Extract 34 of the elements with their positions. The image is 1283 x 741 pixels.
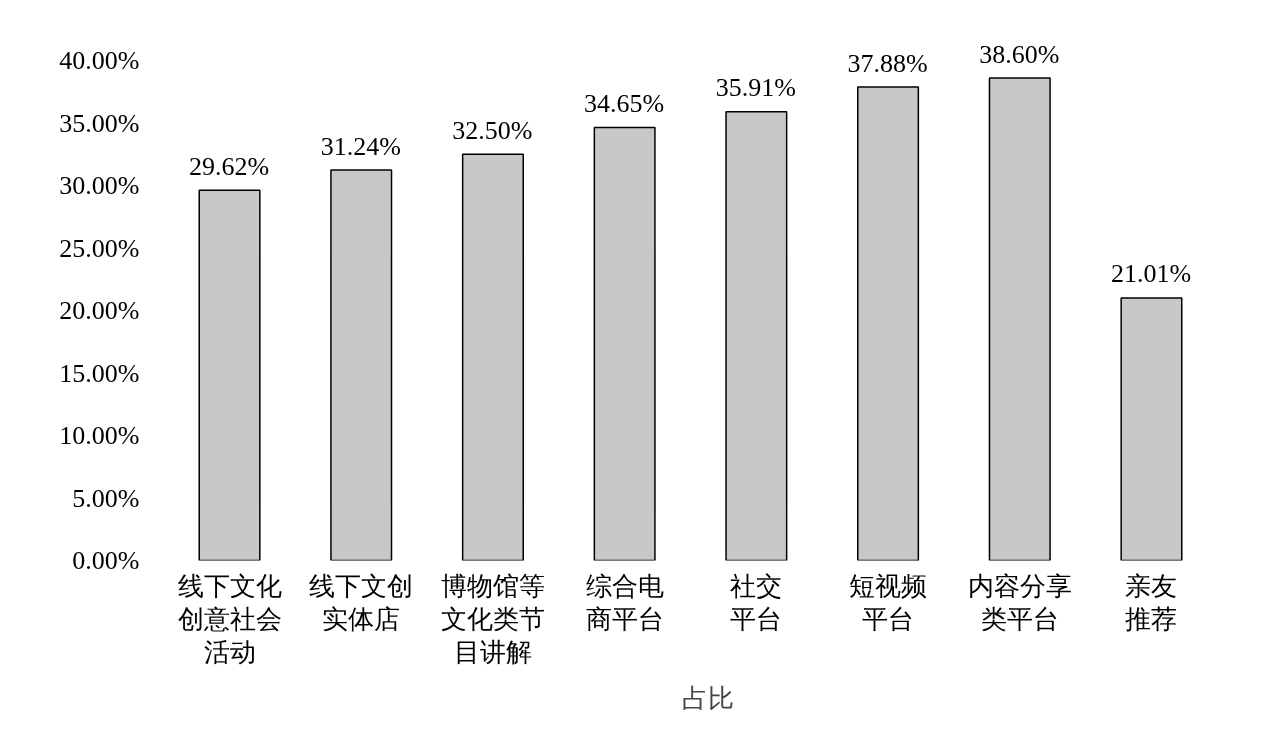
x-tick-label: 博物馆等文化类节目讲解 [440, 571, 545, 668]
y-tick-label: 15.00% [59, 358, 140, 388]
bar [988, 77, 1051, 561]
bar [330, 169, 393, 561]
data-label: 34.65% [584, 88, 665, 119]
bar [198, 189, 261, 561]
y-tick-label: 40.00% [59, 46, 140, 75]
y-tick-label: 5.00% [72, 483, 140, 513]
bar [461, 153, 524, 561]
bar [593, 126, 656, 561]
data-label: 35.91% [715, 73, 796, 104]
y-tick-label: 30.00% [59, 171, 140, 200]
y-tick-label: 20.00% [59, 296, 140, 325]
y-tick-label: 0.00% [72, 546, 140, 575]
y-tick-label: 25.00% [59, 233, 140, 263]
bar [1120, 297, 1183, 561]
bar [725, 110, 788, 561]
data-label: 29.62% [188, 151, 270, 182]
data-label: 32.50% [452, 115, 533, 146]
y-tick-label: 10.00% [59, 421, 140, 450]
data-label: 31.24% [320, 131, 401, 162]
y-tick-label: 35.00% [59, 108, 140, 138]
x-tick-label: 短视频平台 [849, 571, 928, 634]
data-label: 38.60% [979, 39, 1060, 70]
x-tick-label: 线下文化创意社会活动 [177, 571, 282, 668]
bar [857, 86, 920, 561]
x-tick-label: 亲友推荐 [1125, 571, 1178, 634]
x-tick-label: 社交平台 [730, 571, 783, 634]
x-tick-label: 线下文创实体店 [309, 571, 414, 634]
text: 占比 [681, 682, 734, 714]
x-tick-label: 综合电商平台 [585, 571, 664, 634]
data-label: 37.88% [847, 48, 928, 79]
x-tick-label: 内容分享类平台 [967, 571, 1072, 634]
data-label: 21.01% [1110, 259, 1192, 290]
